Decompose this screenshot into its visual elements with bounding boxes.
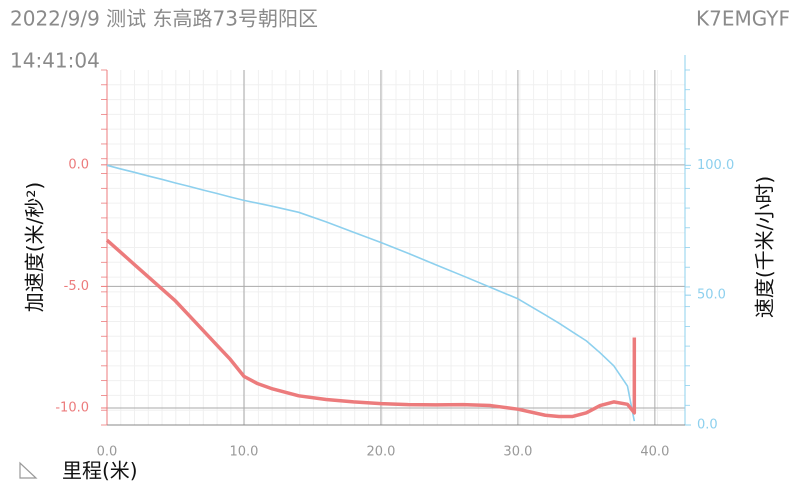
y-tick-label: -10.0 [55,400,89,415]
x-tick-label: 0.0 [97,445,118,460]
ruler-icon [19,461,38,479]
y2-tick-label: 100.0 [697,158,734,173]
header-title: 2022/9/9 测试 东高路73号朝阳区 [10,7,318,31]
x-tick-label: 40.0 [640,445,669,460]
series-line [106,164,636,422]
series-line [105,238,637,419]
y-tick-label: 0.0 [68,157,89,172]
y2-axis-title: 速度(千米/小时) [753,176,777,318]
x-tick-label: 10.0 [229,445,258,460]
x-axis-title: 里程(米) [62,459,138,483]
header-time: 14:41:04 [10,49,100,73]
y-axis-title: 加速度(米/秒²) [23,182,47,312]
y-tick-label: -5.0 [64,279,89,294]
x-tick-label: 30.0 [503,445,532,460]
x-tick-label: 20.0 [366,445,395,460]
y2-tick-label: 0.0 [697,418,718,433]
y2-tick-label: 50.0 [697,288,726,303]
header-id: K7EMGYF [696,7,790,31]
